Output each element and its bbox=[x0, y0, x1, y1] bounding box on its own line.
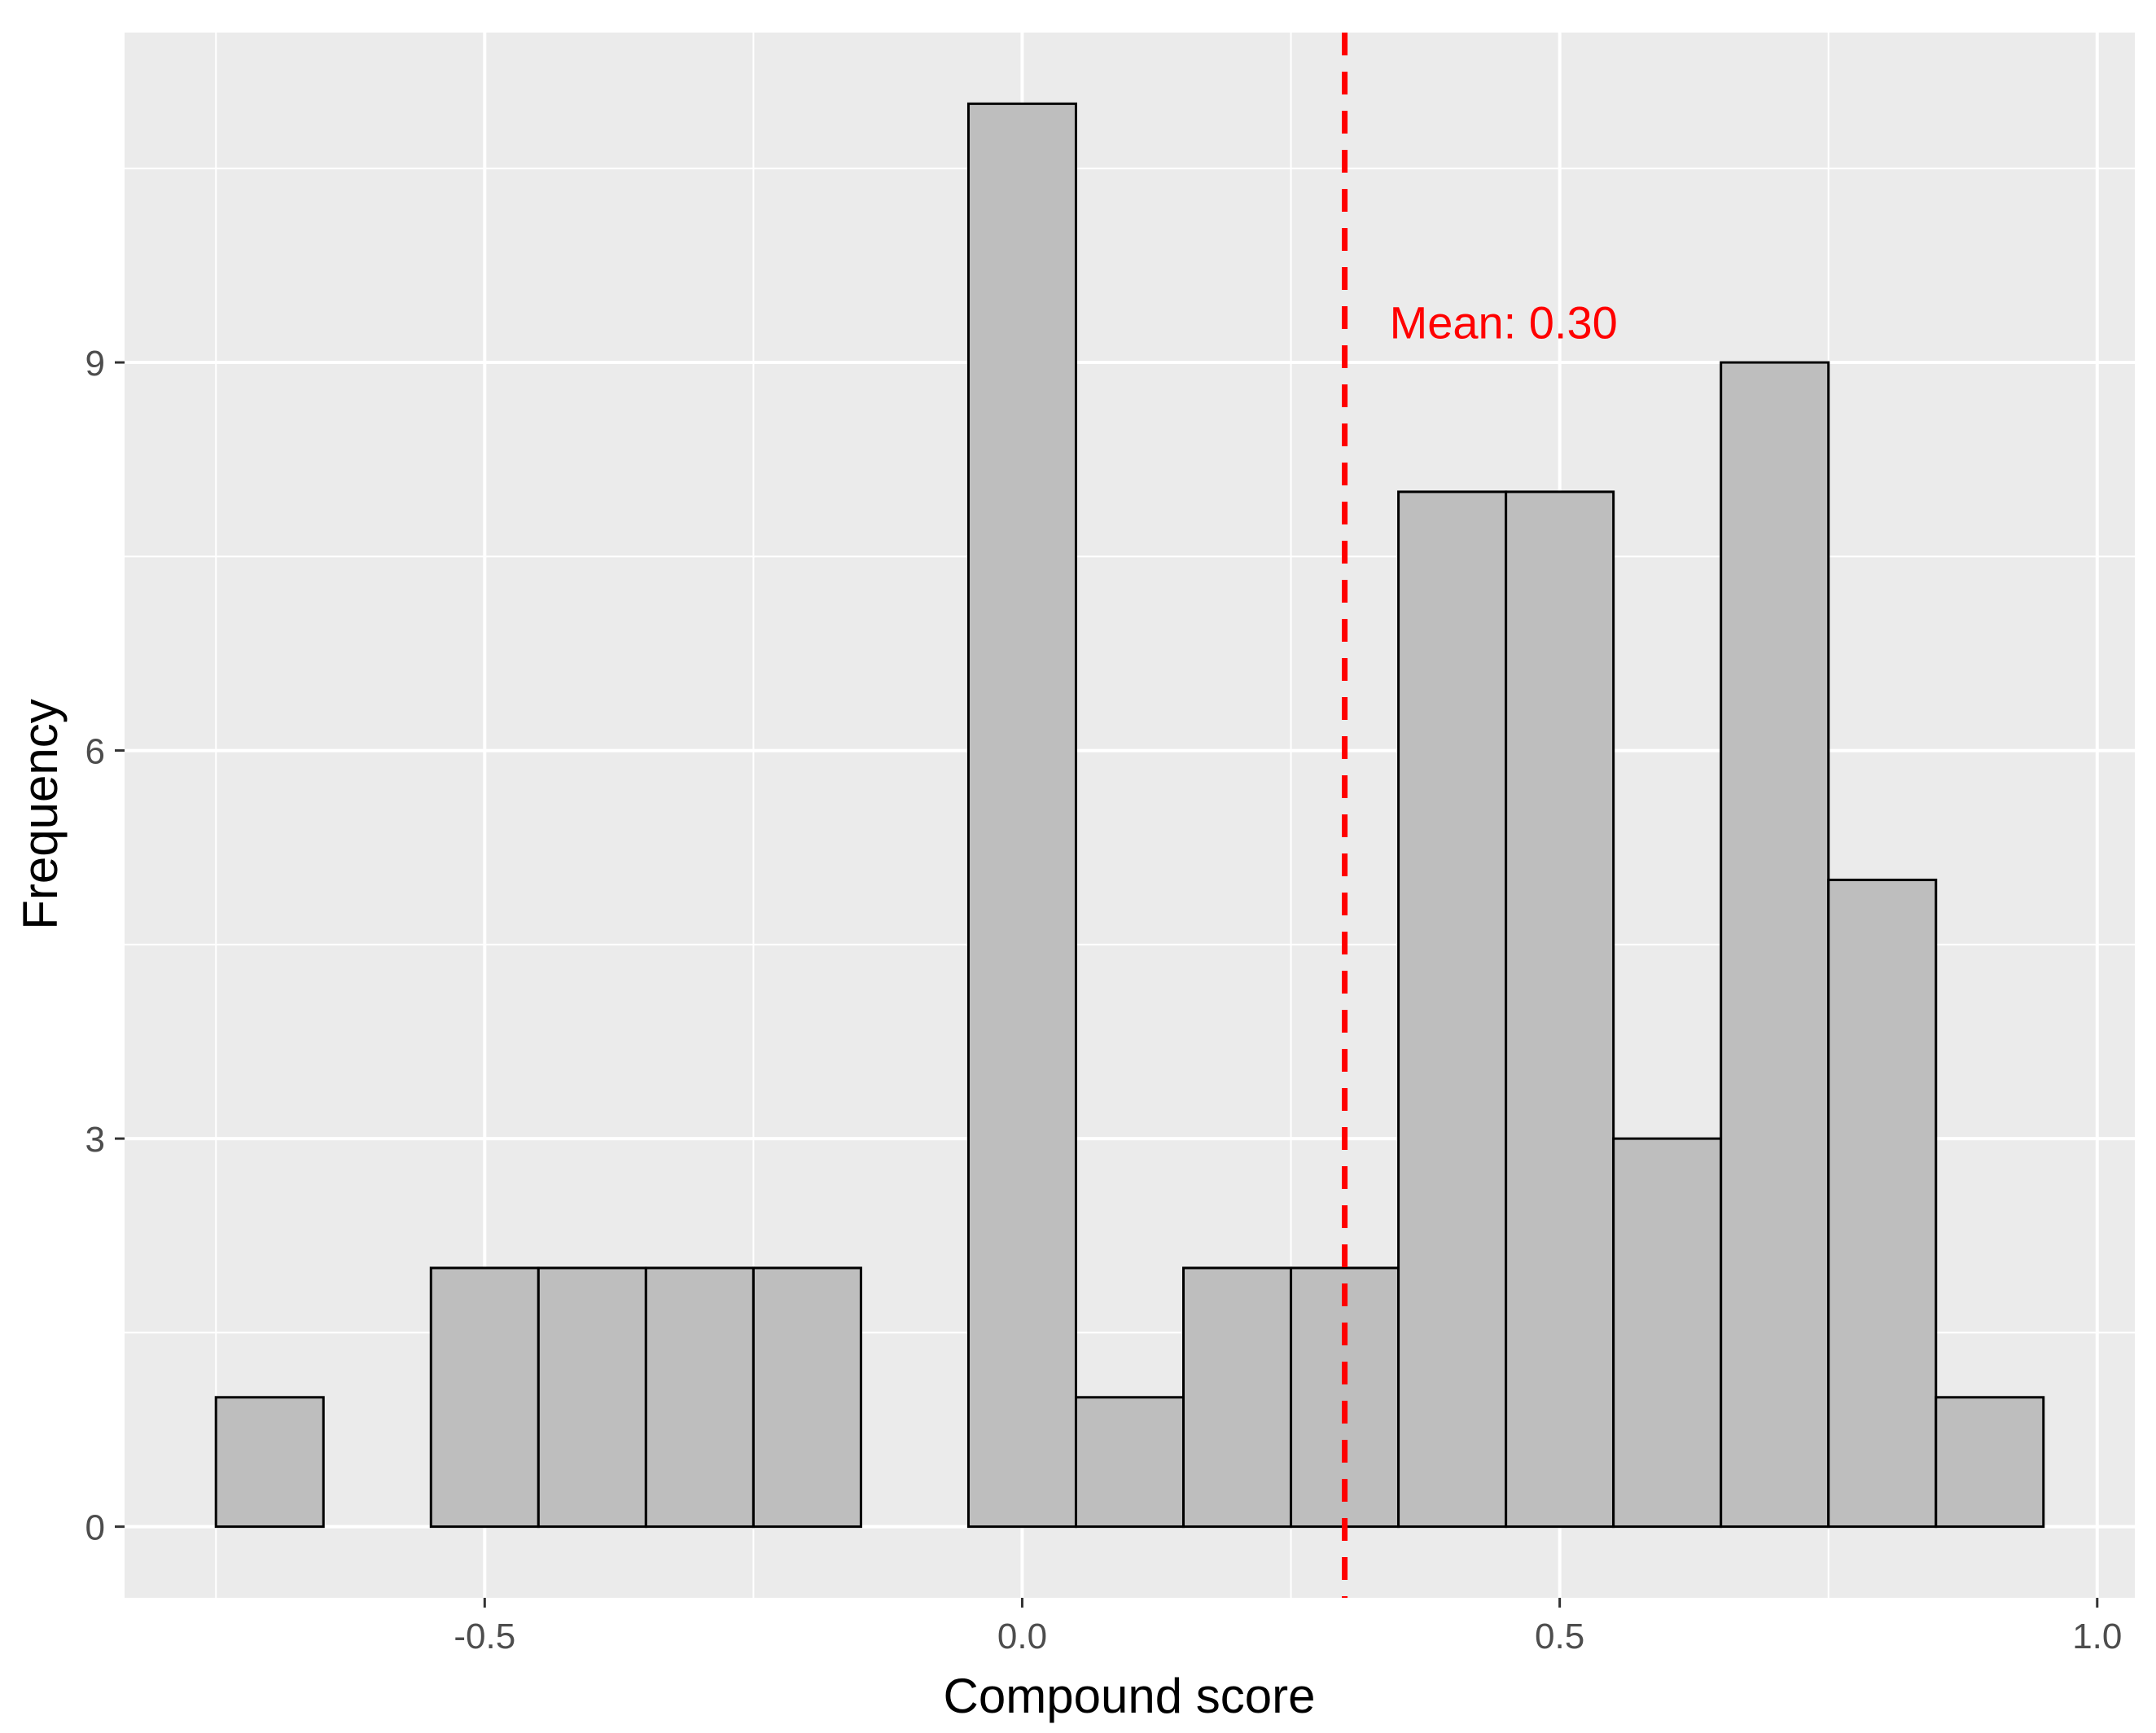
mean-label: Mean: 0.30 bbox=[1390, 296, 1618, 348]
x-axis-title: Compound score bbox=[944, 1669, 1316, 1723]
histogram-bar bbox=[644, 1266, 755, 1529]
x-tick-label: 0.5 bbox=[1535, 1617, 1584, 1656]
y-tick-label: 0 bbox=[85, 1508, 105, 1548]
histogram-bar bbox=[1935, 1396, 2045, 1529]
histogram-bars bbox=[214, 102, 2045, 1529]
x-axis: -0.5 0.0 0.5 1.0 bbox=[454, 1598, 2122, 1656]
x-tick-label: -0.5 bbox=[454, 1617, 515, 1656]
histogram-bar bbox=[1612, 1137, 1723, 1529]
x-tick-label: 1.0 bbox=[2072, 1617, 2122, 1656]
histogram-bar bbox=[966, 102, 1077, 1529]
y-tick-label: 3 bbox=[85, 1120, 105, 1160]
histogram-bar bbox=[752, 1266, 862, 1529]
y-axis: 0 3 6 9 bbox=[85, 344, 125, 1548]
histogram-bar bbox=[1074, 1396, 1185, 1529]
histogram-bar bbox=[214, 1396, 325, 1529]
y-axis-title: Frequency bbox=[13, 699, 68, 929]
y-tick-label: 9 bbox=[85, 344, 105, 384]
x-tick-label: 0.0 bbox=[997, 1617, 1047, 1656]
y-tick-label: 6 bbox=[85, 732, 105, 772]
histogram-bar bbox=[537, 1266, 647, 1529]
histogram-bar bbox=[1505, 490, 1615, 1529]
histogram-bar bbox=[1827, 878, 1938, 1529]
histogram-bar bbox=[1720, 361, 1830, 1529]
histogram-bar bbox=[1182, 1266, 1293, 1529]
histogram-bar bbox=[429, 1266, 540, 1529]
histogram-bar bbox=[1397, 490, 1508, 1529]
mean-marker: Mean: 0.30 bbox=[1342, 33, 1618, 1598]
